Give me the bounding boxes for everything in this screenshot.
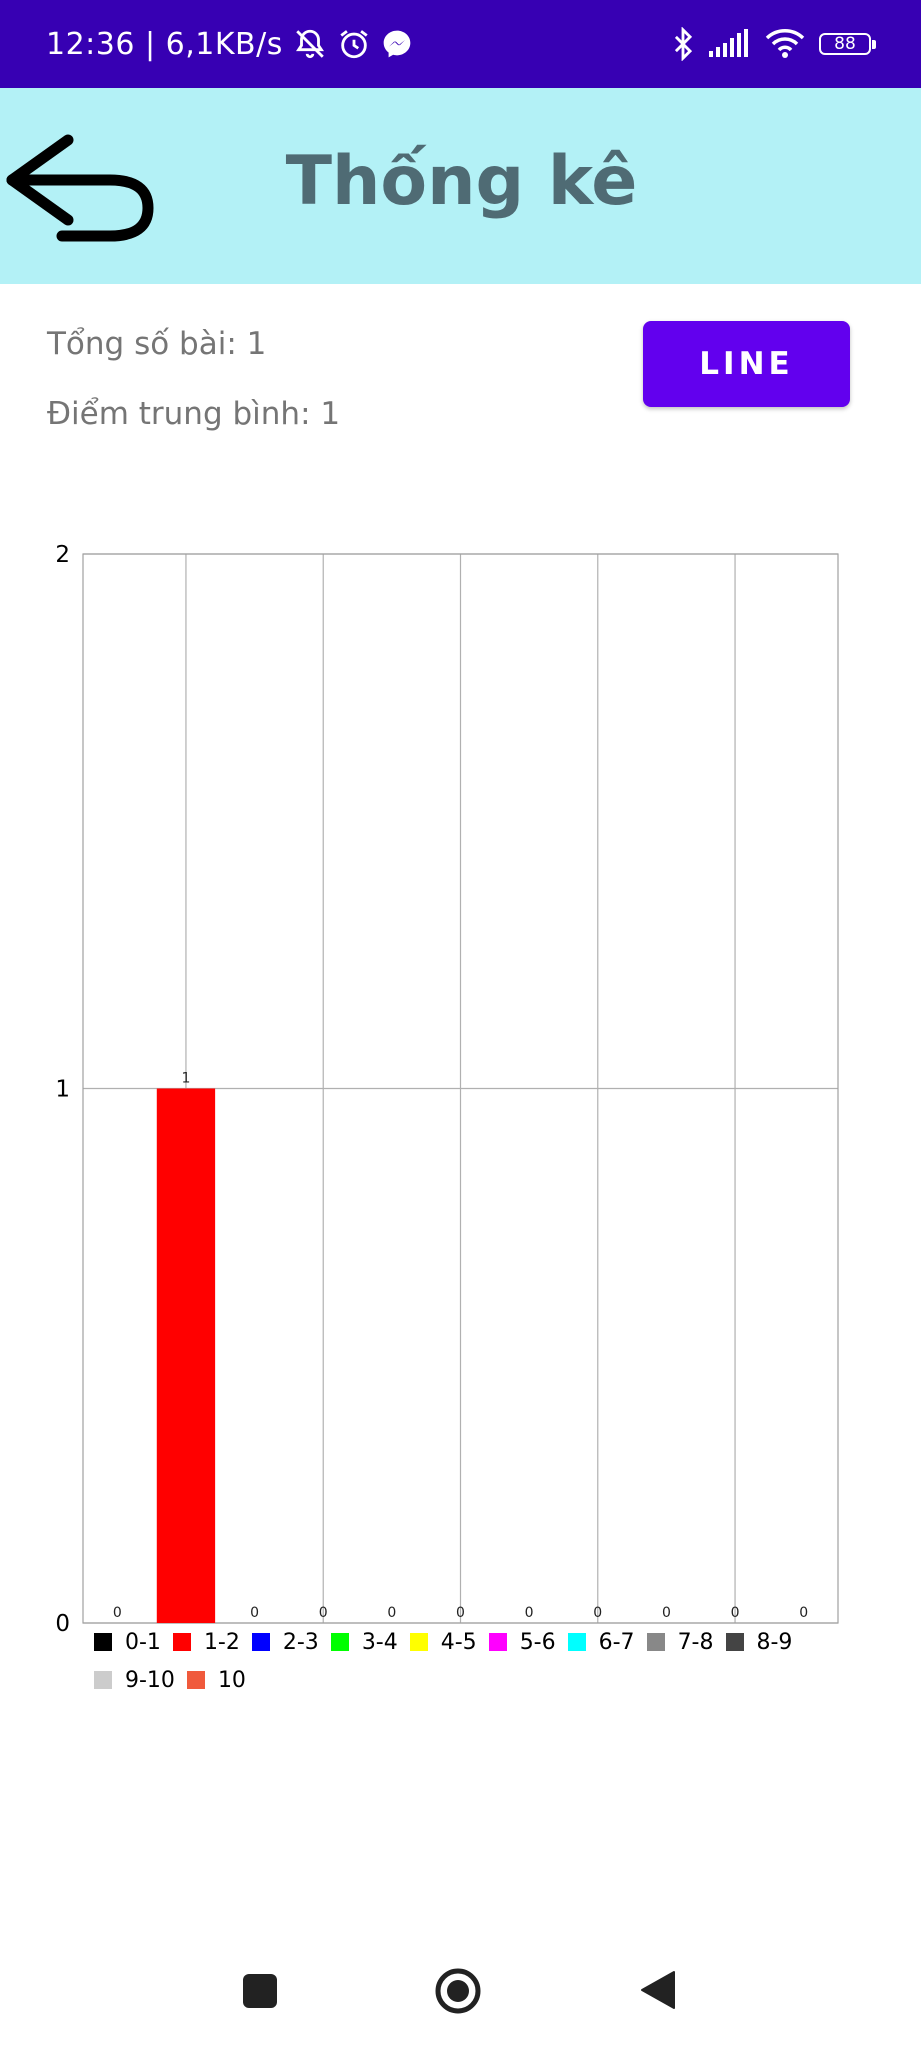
bar-value-label: 0: [387, 1605, 396, 1621]
legend-swatch: [94, 1633, 112, 1651]
legend-label: 10: [217, 1667, 246, 1693]
legend-label: 6-7: [598, 1629, 635, 1655]
signal-icon: [709, 29, 748, 57]
bar-value-label: 1: [181, 1071, 190, 1087]
legend-swatch: [488, 1633, 507, 1651]
legend-label: 4-5: [440, 1629, 477, 1655]
legend-label: 2-3: [282, 1629, 319, 1655]
plot-border: [82, 553, 839, 1624]
wifi-icon: [765, 29, 805, 58]
bar-value-label: 0: [113, 1605, 122, 1621]
status-left: 12:36 | 6,1KB/s: [46, 22, 413, 66]
legend-item: 10: [186, 1664, 246, 1696]
legend-label: 0-1: [125, 1629, 161, 1655]
battery-level: 88: [834, 34, 856, 54]
status-right: 88: [671, 22, 876, 66]
legend-item: 9-10: [94, 1664, 175, 1696]
bar-1-2: [156, 1088, 216, 1623]
bar-value-label: 0: [662, 1605, 671, 1621]
recents-square-icon[interactable]: [243, 1974, 277, 2008]
bar-value-label: 0: [319, 1605, 328, 1621]
legend-label: 7-8: [677, 1629, 714, 1655]
legend-swatch: [186, 1671, 205, 1689]
bar-value-label: 0: [456, 1605, 465, 1621]
legend-item: 5-6: [488, 1626, 556, 1658]
bar-value-label: 0: [250, 1605, 259, 1621]
status-bar: 12:36 | 6,1KB/s: [0, 0, 921, 88]
battery-icon: 88: [819, 33, 876, 55]
home-circle-icon[interactable]: [435, 1968, 481, 2014]
bar-value-label: 0: [799, 1605, 808, 1621]
line-chart-button[interactable]: LINE: [643, 321, 850, 407]
back-arrow-icon[interactable]: [0, 128, 160, 248]
legend-label: 9-10: [125, 1667, 175, 1693]
legend-label: 1-2: [203, 1629, 240, 1655]
legend-swatch: [409, 1633, 428, 1651]
legend-item: 4-5: [409, 1626, 477, 1658]
legend-swatch: [725, 1633, 744, 1651]
alarm-icon: [340, 30, 368, 59]
navigation-bar: [0, 1940, 921, 2048]
legend-swatch: [646, 1633, 665, 1651]
muted-bell-icon: [295, 29, 324, 59]
legend-item: 1-2: [172, 1626, 240, 1658]
bar-value-label: 0: [525, 1605, 534, 1621]
legend-label: 8-9: [756, 1629, 793, 1655]
average-score-label: Điểm trung bình: 1: [47, 396, 341, 432]
bar-value-label: 0: [593, 1605, 602, 1621]
header-bar: Thống kê: [0, 88, 921, 284]
legend-item: 8-9: [725, 1626, 793, 1658]
y-tick-label: 0: [55, 1611, 70, 1637]
y-tick-label: 2: [55, 542, 70, 568]
legend-item: 3-4: [330, 1626, 398, 1658]
legend-swatch: [567, 1633, 586, 1651]
legend-swatch: [330, 1633, 349, 1651]
legend-label: 3-4: [361, 1629, 398, 1655]
legend-item: 6-7: [567, 1626, 635, 1658]
legend-swatch: [251, 1633, 270, 1651]
chart-legend: 0-1 1-2 2-3 3-4 4-5 5-6 6-7 7-8 8-9 9-10 10: [94, 1626, 854, 1696]
legend-swatch: [94, 1671, 112, 1689]
page-title: Thống kê: [285, 142, 638, 221]
bluetooth-icon: [674, 27, 693, 61]
total-tests-label: Tổng số bài: 1: [47, 326, 267, 362]
y-tick-label: 1: [55, 1077, 70, 1103]
back-triangle-icon[interactable]: [640, 1970, 676, 2010]
legend-label: 5-6: [519, 1629, 556, 1655]
bar-value-label: 0: [731, 1605, 740, 1621]
legend-item: 7-8: [646, 1626, 714, 1658]
legend-swatch: [172, 1633, 191, 1651]
legend-item: 2-3: [251, 1626, 319, 1658]
status-time-speed: 12:36 | 6,1KB/s: [46, 26, 283, 62]
messenger-icon: [383, 30, 411, 58]
legend-item: 0-1: [94, 1626, 161, 1658]
score-bar-chart: 0 1 2 0 1 0 0 0 0 0 0 0 0 0: [55, 542, 839, 1637]
